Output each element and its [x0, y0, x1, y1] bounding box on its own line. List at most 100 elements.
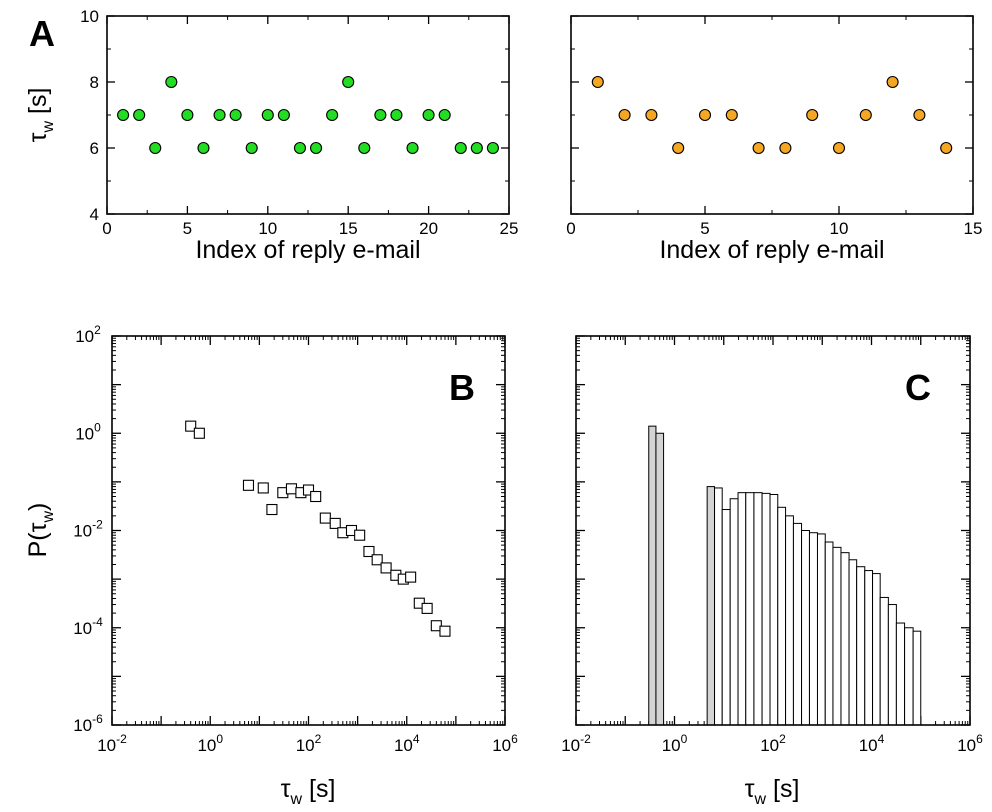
b-point — [354, 529, 366, 541]
c-bar — [777, 506, 787, 726]
a-right-point — [752, 141, 765, 155]
a-right-point — [591, 75, 604, 89]
b-ylabel: P(τw) — [24, 503, 57, 558]
a-left-point — [326, 108, 339, 122]
b-ytick-label: 10-2 — [73, 518, 103, 541]
a-left-point — [358, 141, 371, 155]
b-xtick-label: 104 — [394, 732, 420, 755]
b-point — [380, 562, 392, 574]
c-bar — [753, 492, 763, 726]
a-left-point — [165, 75, 178, 89]
b-point — [310, 490, 322, 503]
panel-letter-c: C — [905, 367, 931, 408]
b-xtick-label: 100 — [197, 732, 223, 755]
a-left-point — [406, 141, 419, 155]
a-left-point — [261, 108, 274, 122]
b-point — [421, 602, 433, 614]
a-right-xtick-label: 5 — [700, 219, 709, 238]
a-right-point — [913, 108, 926, 122]
c-bar — [824, 541, 834, 726]
a-right-point — [672, 141, 685, 155]
b-point — [193, 427, 205, 439]
a-right-xtick-label: 10 — [830, 219, 849, 238]
c-frame — [575, 335, 971, 726]
b-point — [439, 625, 451, 637]
c-bar — [887, 604, 897, 726]
a-left-ytick-label: 10 — [80, 7, 99, 26]
a-right-xlabel: Index of reply e-mail — [659, 236, 884, 264]
a-left-point — [422, 108, 435, 122]
a-left-point — [197, 141, 210, 155]
c-bar — [912, 630, 922, 726]
b-ytick-label: 102 — [75, 323, 101, 346]
a-right-xtick-label: 15 — [964, 219, 983, 238]
c-bar — [879, 596, 889, 726]
a-left-ylabel: τw [s] — [24, 88, 57, 143]
a-right-xtick-label: 0 — [566, 219, 575, 238]
b-point — [285, 483, 298, 495]
b-frame — [111, 335, 506, 726]
a-right-frame — [570, 15, 974, 215]
a-right-point — [832, 141, 846, 155]
a-left-point — [374, 108, 387, 122]
a-left-ytick-label: 8 — [90, 73, 99, 92]
c-xtick-label: 104 — [859, 732, 885, 755]
c-bar — [769, 493, 779, 726]
b-xtick-label: 102 — [296, 732, 322, 755]
c-bar — [848, 559, 858, 726]
a-left-point — [149, 141, 162, 155]
a-right-point — [779, 141, 792, 155]
a-left-point — [181, 108, 194, 122]
panel-letter-a: A — [29, 13, 55, 54]
c-bar — [840, 552, 850, 726]
a-left-xlabel: Index of reply e-mail — [195, 236, 420, 264]
c-bar — [745, 492, 755, 726]
a-left-point — [309, 141, 323, 155]
a-left-point — [229, 108, 242, 122]
a-right-point — [698, 108, 712, 122]
b-point — [257, 482, 269, 494]
b-ytick-label: 100 — [75, 420, 101, 443]
c-bar — [864, 570, 874, 726]
b-ytick-label: 10-6 — [73, 712, 103, 735]
c-xtick-label: 106 — [957, 732, 983, 755]
b-xtick-label: 10-2 — [97, 732, 127, 755]
a-left-point — [454, 141, 467, 155]
c-bar — [904, 627, 914, 726]
a-left-xtick-label: 20 — [419, 219, 438, 238]
a-left-point — [438, 108, 451, 122]
panel-c-chart: 10-2 100 102 104 106 Cτw [s] — [561, 335, 983, 808]
c-bar — [648, 425, 657, 726]
c-xlabel: τw [s] — [745, 775, 800, 808]
a-right-point — [859, 108, 872, 122]
a-left-point — [293, 141, 307, 155]
b-point — [266, 503, 278, 516]
a-left-point — [277, 108, 290, 122]
a-left-xtick-label: 25 — [500, 219, 519, 238]
b-point — [242, 479, 255, 491]
c-bar — [655, 432, 665, 726]
c-xtick-label: 100 — [662, 732, 688, 755]
a-left-ytick-label: 6 — [90, 139, 99, 158]
a-left-point — [245, 141, 258, 155]
a-left-point — [117, 108, 130, 122]
a-right-point — [806, 108, 819, 122]
c-bar — [801, 530, 810, 726]
b-point — [371, 554, 383, 566]
c-bar — [785, 515, 794, 726]
b-xlabel: τw [s] — [281, 775, 336, 808]
c-bar — [816, 533, 826, 726]
b-point — [319, 512, 331, 524]
panel-a-right-chart: 0 5 10 15 Index of reply e-mail — [566, 15, 983, 264]
a-left-point — [133, 108, 146, 122]
c-bar — [729, 498, 739, 726]
a-left-xtick-label: 10 — [258, 219, 277, 238]
c-bar — [872, 573, 881, 726]
a-right-point — [645, 108, 658, 122]
a-left-xtick-label: 15 — [339, 219, 358, 238]
c-bar — [761, 492, 771, 726]
c-bar — [721, 509, 731, 726]
a-left-point — [470, 141, 483, 155]
b-xtick-label: 106 — [492, 732, 518, 755]
a-left-point — [213, 108, 226, 122]
